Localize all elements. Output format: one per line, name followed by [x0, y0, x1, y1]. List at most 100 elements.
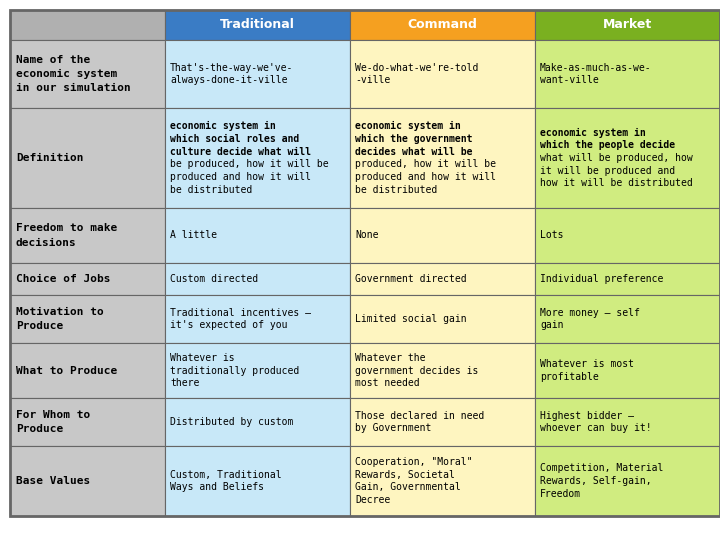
Text: Competition, Material: Competition, Material — [540, 463, 663, 474]
Text: traditionally produced: traditionally produced — [170, 366, 300, 375]
Text: decisions: decisions — [16, 238, 77, 248]
Bar — [165, 343, 350, 398]
Text: which social roles and: which social roles and — [170, 134, 300, 144]
Text: Produce: Produce — [16, 424, 63, 434]
Bar — [10, 295, 165, 343]
Text: Rewards, Self-gain,: Rewards, Self-gain, — [540, 476, 652, 486]
Text: culture decide what will: culture decide what will — [170, 147, 311, 157]
Text: be distributed: be distributed — [355, 185, 437, 194]
Bar — [10, 108, 165, 208]
Bar — [350, 10, 535, 40]
Text: which the government: which the government — [355, 134, 472, 144]
Text: decides what will be: decides what will be — [355, 147, 472, 157]
Bar — [535, 108, 720, 208]
Text: Distributed by custom: Distributed by custom — [170, 417, 293, 427]
Text: Ways and Beliefs: Ways and Beliefs — [170, 482, 264, 492]
Bar — [350, 398, 535, 446]
Bar — [10, 343, 165, 398]
Text: whoever can buy it!: whoever can buy it! — [540, 423, 652, 433]
Text: Gain, Governmental: Gain, Governmental — [355, 482, 461, 492]
Bar — [535, 10, 720, 40]
Text: Government directed: Government directed — [355, 274, 467, 284]
Text: Limited social gain: Limited social gain — [355, 314, 467, 324]
Text: Decree: Decree — [355, 495, 390, 505]
Bar — [350, 108, 535, 208]
Text: We-do-what-we're-told: We-do-what-we're-told — [355, 63, 478, 73]
Text: Make-as-much-as-we-: Make-as-much-as-we- — [540, 63, 652, 73]
Text: More money – self: More money – self — [540, 308, 640, 318]
Text: it's expected of you: it's expected of you — [170, 320, 287, 330]
Text: Motivation to: Motivation to — [16, 307, 104, 317]
Bar — [535, 208, 720, 263]
Text: always-done-it-ville: always-done-it-ville — [170, 75, 287, 85]
Bar — [165, 295, 350, 343]
Text: For Whom to: For Whom to — [16, 410, 90, 420]
Text: Custom directed: Custom directed — [170, 274, 258, 284]
Bar — [165, 40, 350, 108]
Text: there: there — [170, 378, 199, 388]
Text: which the people decide: which the people decide — [540, 140, 675, 150]
Bar — [165, 263, 350, 295]
Text: most needed: most needed — [355, 378, 420, 388]
Text: produced, how it will be: produced, how it will be — [355, 159, 496, 170]
Text: Command: Command — [408, 18, 477, 31]
Text: be produced, how it will be: be produced, how it will be — [170, 159, 328, 170]
Text: gain: gain — [540, 320, 564, 330]
Text: What to Produce: What to Produce — [16, 366, 117, 375]
Text: Cooperation, "Moral": Cooperation, "Moral" — [355, 457, 472, 467]
Text: Traditional incentives –: Traditional incentives – — [170, 308, 311, 318]
Text: -ville: -ville — [355, 75, 390, 85]
Text: Custom, Traditional: Custom, Traditional — [170, 470, 282, 480]
Text: want-ville: want-ville — [540, 75, 599, 85]
Bar — [350, 40, 535, 108]
Bar — [10, 208, 165, 263]
Text: Definition: Definition — [16, 153, 84, 163]
Text: government decides is: government decides is — [355, 366, 478, 375]
Bar — [165, 446, 350, 516]
Bar — [165, 208, 350, 263]
Bar — [350, 208, 535, 263]
Text: That's-the-way-we've-: That's-the-way-we've- — [170, 63, 293, 73]
Text: Whatever the: Whatever the — [355, 353, 426, 363]
Bar — [350, 446, 535, 516]
Bar — [10, 40, 165, 108]
Bar — [10, 446, 165, 516]
Text: be distributed: be distributed — [170, 185, 252, 194]
Text: how it will be distributed: how it will be distributed — [540, 178, 693, 188]
Text: what will be produced, how: what will be produced, how — [540, 153, 693, 163]
Bar — [535, 398, 720, 446]
Text: economic system in: economic system in — [355, 122, 461, 131]
Text: Base Values: Base Values — [16, 476, 90, 486]
Text: Produce: Produce — [16, 321, 63, 331]
Text: produced and how it will: produced and how it will — [170, 172, 311, 182]
Text: Highest bidder –: Highest bidder – — [540, 411, 634, 421]
Text: produced and how it will: produced and how it will — [355, 172, 496, 182]
Text: Freedom to make: Freedom to make — [16, 223, 117, 233]
Bar — [165, 398, 350, 446]
Text: it will be produced and: it will be produced and — [540, 166, 675, 176]
Text: Whatever is most: Whatever is most — [540, 359, 634, 369]
Bar — [165, 108, 350, 208]
Bar — [10, 10, 165, 40]
Bar — [10, 263, 165, 295]
Text: Those declared in need: Those declared in need — [355, 411, 485, 421]
Text: profitable: profitable — [540, 372, 599, 382]
Bar — [350, 343, 535, 398]
Text: Rewards, Societal: Rewards, Societal — [355, 470, 455, 480]
Text: economic system in: economic system in — [170, 122, 276, 131]
Text: economic system in: economic system in — [540, 127, 646, 138]
Bar — [535, 446, 720, 516]
Bar — [350, 263, 535, 295]
Text: Freedom: Freedom — [540, 489, 581, 498]
Bar — [535, 343, 720, 398]
Text: Traditional: Traditional — [220, 18, 295, 31]
Text: Whatever is: Whatever is — [170, 353, 235, 363]
Bar — [350, 295, 535, 343]
Text: Name of the: Name of the — [16, 55, 90, 65]
Text: Individual preference: Individual preference — [540, 274, 663, 284]
Bar — [165, 10, 350, 40]
Text: economic system: economic system — [16, 69, 117, 79]
Text: Lots: Lots — [540, 231, 564, 240]
Text: None: None — [355, 231, 379, 240]
Bar — [535, 295, 720, 343]
